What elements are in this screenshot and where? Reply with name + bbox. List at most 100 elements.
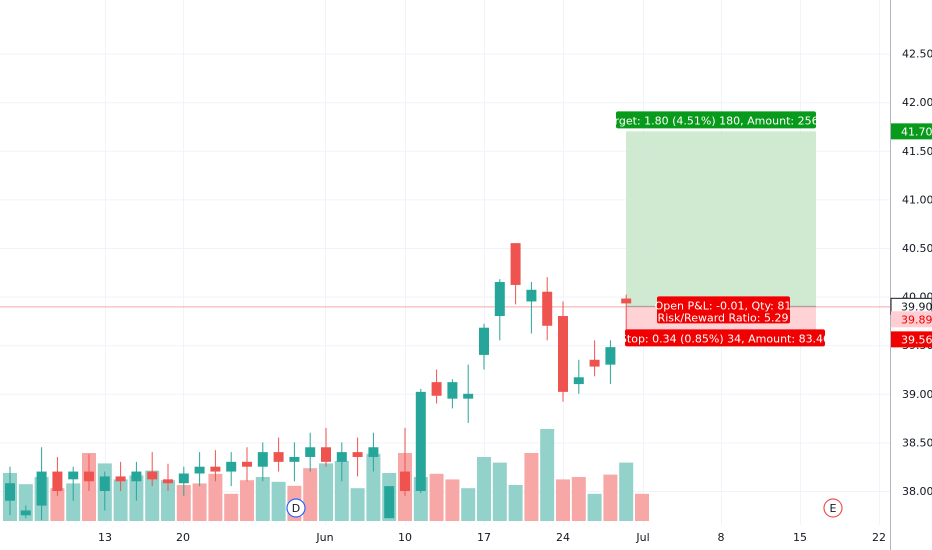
candle-body: [447, 382, 458, 399]
candle-body: [589, 359, 600, 367]
candle-body: [210, 466, 221, 472]
candle-body: [605, 347, 616, 365]
y-tick-label: 41.50: [902, 145, 932, 158]
candle-body: [463, 393, 474, 399]
candle-body: [68, 471, 79, 480]
price-tag-last: [891, 311, 932, 328]
candle-body: [400, 471, 410, 491]
price-axis[interactable]: 38.0038.5039.0039.5040.0040.5041.0041.50…: [890, 48, 932, 498]
candle-body: [99, 476, 110, 491]
candle-body: [178, 473, 189, 484]
y-tick-label: 42.50: [902, 48, 932, 61]
candle-body: [431, 382, 442, 396]
candle-body: [558, 316, 568, 392]
volume-bar: [303, 468, 318, 521]
volume-bar: [619, 462, 634, 521]
volume-bar: [113, 479, 128, 521]
candle-body: [36, 471, 47, 506]
volume-bar: [445, 479, 460, 521]
volume-bar: [477, 457, 491, 521]
y-tick-label: 38.50: [902, 436, 932, 449]
volume-bar: [556, 479, 570, 521]
volume-bar: [366, 453, 381, 521]
volume-bar: [603, 474, 618, 521]
position-labels: Target: 1.80 (4.51%) 180, Amount: 256.8 S…: [602, 111, 830, 347]
volume-bar: [271, 481, 286, 521]
target-zone: [626, 131, 816, 307]
volume-bar: [587, 493, 602, 521]
candle-body: [273, 452, 284, 462]
volume-bar: [192, 483, 207, 521]
volume-bar: [429, 473, 444, 521]
volume-bar: [492, 462, 507, 521]
dividend-marker-text: D: [292, 502, 300, 515]
candle-body: [542, 291, 553, 326]
volume-bar: [524, 453, 539, 521]
candle-body: [84, 471, 94, 482]
volume-bar: [240, 480, 254, 521]
x-tick-label: 22: [872, 531, 886, 544]
earnings-marker: [823, 498, 843, 518]
price-tag-last-text: 39.89: [901, 313, 932, 326]
x-tick-label: 17: [477, 531, 491, 544]
price-tag-stop: [891, 331, 932, 348]
volume-bar: [208, 473, 223, 521]
x-tick-label: 8: [718, 531, 725, 544]
y-tick-label: 41.00: [902, 193, 932, 206]
candle-body: [5, 483, 15, 501]
candle-body: [242, 461, 252, 467]
candle-body: [526, 289, 537, 302]
target-label-text: Target: 1.80 (4.51%) 180, Amount: 256.8: [602, 114, 829, 127]
x-tick-label: 13: [98, 531, 112, 544]
candle-body: [20, 510, 31, 516]
dividend-marker: [286, 498, 306, 518]
volume-bar: [176, 485, 191, 521]
candle-body: [510, 243, 521, 285]
risk-reward-text: Risk/Reward Ratio: 5.29: [658, 311, 789, 324]
volume-bar: [161, 480, 175, 521]
candle-body: [305, 447, 316, 457]
price-tag-target: [891, 123, 932, 140]
candle-body: [321, 447, 331, 462]
volume-bar: [540, 429, 555, 521]
price-tag-target-text: 41.70: [901, 125, 932, 138]
candle-body: [336, 452, 347, 462]
volume-bar: [66, 483, 81, 521]
x-tick-label: 24: [556, 531, 570, 544]
volume-bar: [319, 463, 333, 521]
price-tag-current-text: 39.90: [901, 300, 932, 313]
candle-body: [621, 298, 632, 304]
candle-body: [226, 461, 237, 472]
target-label-box: [616, 111, 816, 129]
volume-bars: [3, 429, 649, 521]
candle-body: [352, 452, 363, 457]
candle-body: [257, 452, 268, 467]
x-tick-label: 20: [176, 531, 190, 544]
volume-bar: [461, 488, 476, 521]
candle-body: [368, 447, 379, 457]
candle-body: [415, 391, 426, 491]
open-pnl-text: Open P&L: -0.01, Qty: 81: [655, 299, 792, 312]
candle-body: [479, 327, 489, 355]
volume-bar: [508, 485, 523, 521]
stop-label-box: [625, 329, 825, 347]
stop-label-text: Stop: 0.34 (0.85%) 34, Amount: 83.46: [620, 332, 830, 345]
time-axis[interactable]: 13 20 Jun 10 17 24 Jul 8 15 22: [98, 531, 886, 544]
candle-body: [52, 471, 63, 491]
volume-bar: [50, 488, 65, 521]
volume-bar: [145, 470, 160, 521]
y-tick-label: 42.00: [902, 96, 932, 109]
candle-body: [163, 479, 173, 484]
candle-body: [384, 486, 395, 519]
x-tick-label: 15: [793, 531, 807, 544]
volume-bar: [224, 493, 239, 521]
candle-body: [131, 471, 142, 482]
pnl-ratio-label-box: [657, 296, 790, 324]
candle-body: [115, 476, 126, 482]
earnings-marker-text: E: [830, 502, 837, 515]
volume-bar: [635, 493, 649, 521]
y-tick-label: 40.50: [902, 242, 932, 255]
x-tick-label: 10: [398, 531, 412, 544]
